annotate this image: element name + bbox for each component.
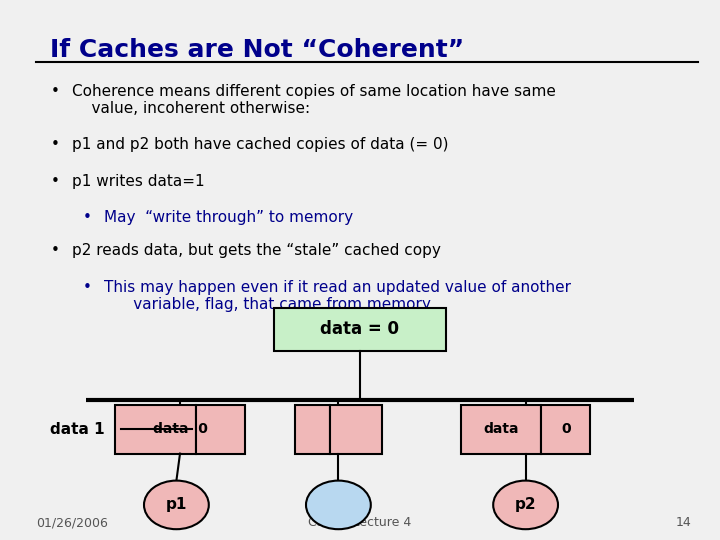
Text: data 1: data 1	[50, 422, 104, 437]
Text: This may happen even if it read an updated value of another
      variable, flag: This may happen even if it read an updat…	[104, 280, 572, 312]
Circle shape	[306, 481, 371, 529]
Text: May  “write through” to memory: May “write through” to memory	[104, 211, 354, 225]
Text: p2: p2	[515, 497, 536, 512]
Text: data: data	[483, 422, 518, 436]
FancyBboxPatch shape	[115, 405, 196, 454]
Text: •: •	[50, 137, 59, 152]
Text: 0: 0	[561, 422, 570, 436]
Text: data  0: data 0	[153, 422, 207, 436]
FancyBboxPatch shape	[461, 405, 541, 454]
Circle shape	[493, 481, 558, 529]
Text: p1: p1	[166, 497, 187, 512]
Text: Coherence means different copies of same location have same
    value, incoheren: Coherence means different copies of same…	[72, 84, 556, 116]
FancyBboxPatch shape	[295, 405, 330, 454]
Text: 01/26/2006: 01/26/2006	[36, 516, 108, 529]
Text: •: •	[50, 243, 59, 258]
Text: p1 writes data=1: p1 writes data=1	[72, 174, 204, 188]
FancyBboxPatch shape	[330, 405, 382, 454]
FancyBboxPatch shape	[541, 405, 590, 454]
Text: •: •	[50, 174, 59, 188]
Text: •: •	[83, 280, 91, 294]
FancyBboxPatch shape	[196, 405, 245, 454]
Circle shape	[144, 481, 209, 529]
Text: CS267 Lecture 4: CS267 Lecture 4	[308, 516, 412, 529]
Text: •: •	[83, 211, 91, 225]
Text: p2 reads data, but gets the “stale” cached copy: p2 reads data, but gets the “stale” cach…	[72, 243, 441, 258]
FancyBboxPatch shape	[274, 308, 446, 351]
Text: data = 0: data = 0	[320, 320, 400, 339]
Text: 14: 14	[675, 516, 691, 529]
Text: p1 and p2 both have cached copies of data (= 0): p1 and p2 both have cached copies of dat…	[72, 137, 449, 152]
Text: •: •	[50, 84, 59, 99]
Text: If Caches are Not “Coherent”: If Caches are Not “Coherent”	[50, 38, 464, 62]
